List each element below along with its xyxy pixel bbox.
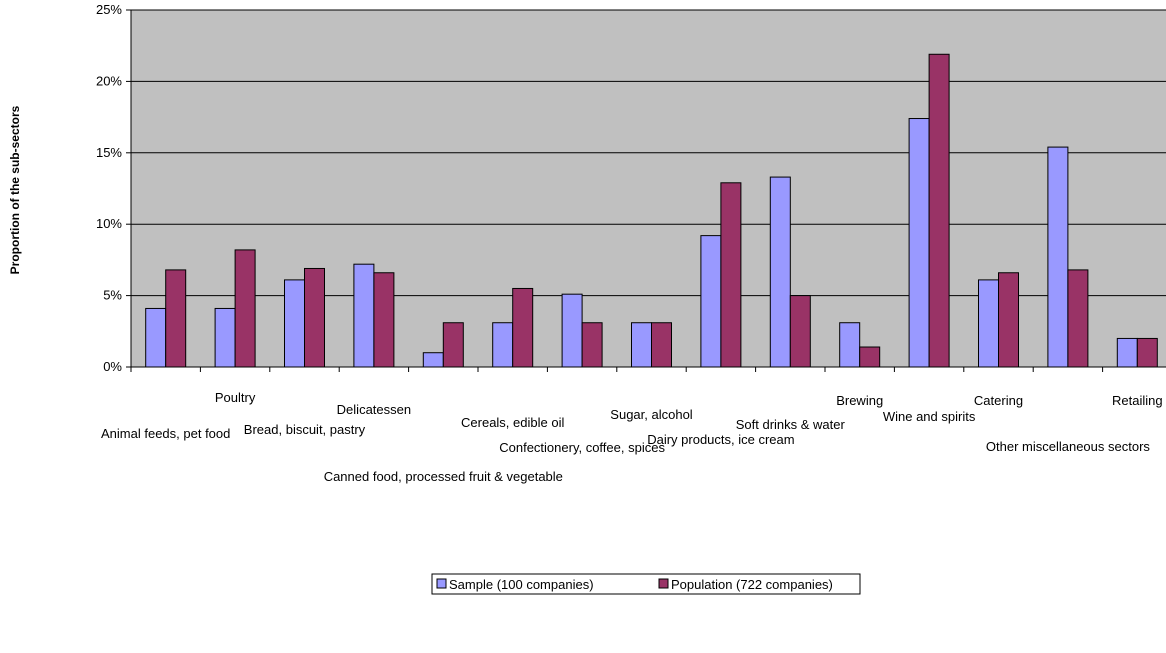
bar-population: [373, 272, 395, 368]
x-category-label: Bread, biscuit, pastry: [244, 422, 366, 437]
legend-swatch-sample: [436, 578, 447, 589]
bar-sample: [700, 235, 722, 368]
bar-sample: [422, 352, 444, 368]
legend-label-population: Population (722 companies): [671, 577, 833, 592]
bar-population: [928, 53, 950, 368]
y-tick-label: 15%: [96, 145, 122, 160]
bar-sample: [978, 279, 999, 368]
bar-population: [998, 272, 1019, 368]
bar-population: [165, 269, 187, 368]
y-tick-label: 5%: [103, 288, 122, 303]
bar-sample: [145, 307, 167, 368]
x-category-label: Dairy products, ice cream: [647, 432, 794, 447]
bar-sample: [1116, 337, 1138, 368]
bar-sample: [561, 293, 583, 368]
x-category-label: Retailing: [1112, 393, 1163, 408]
bar-sample: [631, 322, 652, 368]
legend-box: [431, 573, 861, 595]
x-category-label: Catering: [974, 393, 1023, 408]
x-category-label: Canned food, processed fruit & vegetable: [324, 469, 563, 484]
x-category-label: Sugar, alcohol: [610, 407, 693, 422]
bar-population: [1136, 337, 1158, 368]
bar-sample: [214, 307, 236, 368]
bar-population: [304, 267, 325, 368]
bar-population: [720, 182, 742, 368]
bar-population: [512, 287, 534, 368]
bar-sample: [284, 279, 305, 368]
y-axis-title: Proportion of the sub-sectors: [8, 105, 22, 274]
bar-population: [442, 322, 464, 368]
bar-sample: [839, 322, 861, 368]
bar-population: [234, 249, 256, 368]
bar-sample: [353, 263, 375, 368]
bar-population: [581, 322, 603, 368]
y-tick-label: 25%: [96, 2, 122, 17]
x-category-label: Brewing: [836, 393, 883, 408]
x-category-label: Animal feeds, pet food: [101, 426, 230, 441]
bar-population: [1067, 269, 1089, 368]
x-category-label: Poultry: [215, 390, 256, 405]
x-category-label: Wine and spirits: [883, 409, 976, 424]
bar-sample: [1047, 146, 1069, 368]
bar-sample: [769, 176, 791, 368]
y-tick-label: 20%: [96, 73, 122, 88]
bar-sample: [908, 118, 930, 368]
legend-swatch-population: [658, 578, 669, 589]
y-tick-label: 10%: [96, 216, 122, 231]
x-category-label: Soft drinks & water: [736, 417, 846, 432]
bar-population: [859, 346, 881, 368]
x-category-label: Other miscellaneous sectors: [986, 439, 1151, 454]
legend: Sample (100 companies) Population (722 co…: [431, 573, 861, 595]
bar-population: [651, 322, 672, 368]
bar-sample: [492, 322, 514, 368]
x-category-label: Delicatessen: [337, 402, 411, 417]
legend-label-sample: Sample (100 companies): [449, 577, 594, 592]
y-tick-label: 0%: [103, 359, 122, 374]
bar-population: [789, 295, 811, 368]
x-category-label: Cereals, edible oil: [461, 415, 564, 430]
x-category-label: Confectionery, coffee, spices: [499, 440, 665, 455]
